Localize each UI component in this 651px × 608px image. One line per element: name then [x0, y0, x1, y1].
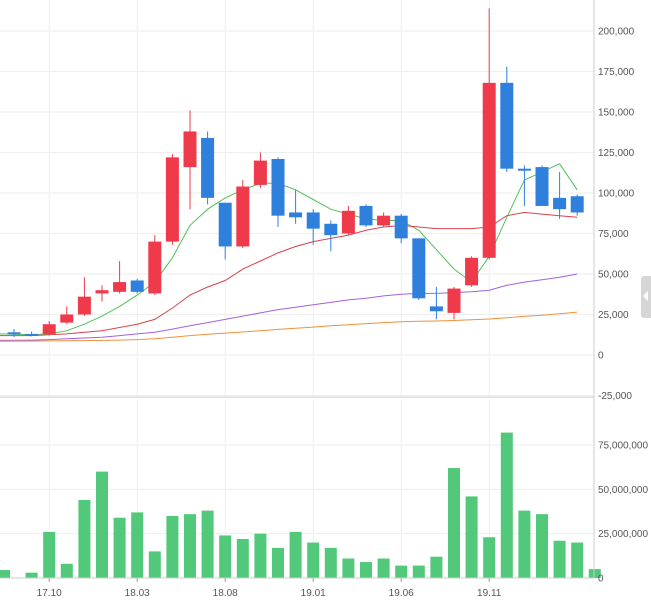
volume-bar: [553, 540, 566, 578]
candle-body: [60, 314, 74, 323]
volume-bar: [324, 547, 337, 578]
candle-body: [394, 215, 408, 239]
price-tick-label: 0: [598, 351, 604, 362]
volume-bar: [60, 563, 73, 578]
side-panel-toggle-button[interactable]: [641, 276, 651, 318]
candle-body: [183, 131, 197, 168]
candle-body: [25, 333, 39, 336]
candle-body: [113, 282, 127, 292]
chevron-left-icon: [643, 291, 648, 301]
candle-body: [201, 137, 215, 198]
price-tick-label: 100,000: [598, 189, 635, 200]
volume-bar: [272, 547, 284, 578]
volume-bar: [307, 542, 320, 578]
candle-body: [482, 82, 496, 258]
price-tick-label: 25,000: [598, 310, 629, 321]
volume-bar: [201, 510, 214, 578]
volume-bar: [43, 531, 56, 578]
x-tick-label: 19.01: [301, 588, 326, 599]
candle-body: [553, 197, 567, 210]
x-tick-label: 19.11: [477, 588, 502, 599]
candle-body: [148, 241, 162, 294]
volume-bar: [571, 542, 584, 578]
candle-body: [500, 82, 514, 169]
candle-body: [253, 160, 267, 185]
candle-body: [306, 212, 320, 229]
candle-body: [377, 215, 391, 226]
volume-tick-label: 25,000,000: [598, 529, 648, 540]
volume-bar: [588, 569, 601, 578]
candle-body: [165, 157, 179, 242]
volume-bar: [483, 537, 496, 578]
candle-body: [341, 210, 355, 234]
volume-bar: [254, 533, 267, 578]
volume-bar: [25, 572, 38, 578]
volume-bar: [219, 535, 232, 578]
candle-body: [218, 202, 232, 247]
candle-body: [289, 212, 303, 218]
volume-bar: [360, 562, 372, 578]
price-tick-label: 50,000: [598, 270, 629, 281]
candle-body: [130, 280, 144, 292]
volume-bar: [289, 531, 302, 578]
candle-body: [535, 167, 549, 206]
volume-tick-label: 0: [598, 574, 604, 585]
price-tick-label: 175,000: [598, 67, 635, 78]
volume-bar: [518, 510, 531, 578]
candlesticks: [7, 8, 584, 338]
candle-body: [324, 223, 338, 236]
volume-bars: [0, 432, 601, 578]
candle-body: [447, 288, 461, 313]
candle-body: [412, 238, 426, 299]
volume-bar: [465, 496, 478, 578]
volume-bar: [412, 565, 425, 578]
candle-body: [359, 205, 373, 226]
volume-bar: [342, 558, 355, 578]
x-tick-label: 18.08: [213, 588, 238, 599]
candle-body: [95, 290, 109, 294]
price-tick-label: 200,000: [598, 27, 635, 38]
volume-bar: [166, 515, 179, 578]
volume-bar: [113, 517, 126, 578]
volume-bar: [448, 468, 460, 578]
volume-bar: [78, 499, 91, 578]
volume-bar: [0, 570, 10, 578]
x-tick-label: 18.03: [125, 588, 150, 599]
candle-body: [42, 324, 56, 334]
candle-body: [570, 196, 584, 213]
volume-tick-label: 50,000,000: [598, 485, 648, 496]
x-tick-label: 19.06: [389, 588, 414, 599]
volume-bar: [184, 514, 196, 578]
volume-bar: [500, 432, 513, 578]
price-tick-label: 150,000: [598, 108, 635, 119]
volume-bar: [236, 538, 249, 578]
price-tick-label: 75,000: [598, 229, 629, 240]
volume-bar: [377, 558, 390, 578]
candle-body: [271, 158, 285, 216]
candle-body: [429, 306, 443, 312]
candle-body: [77, 296, 91, 315]
candle-body: [517, 168, 531, 171]
candle-body: [236, 186, 250, 247]
volume-bar: [395, 565, 408, 578]
price-tick-label: 125,000: [598, 148, 635, 159]
volume-tick-label: 75,000,000: [598, 441, 648, 452]
candle-body: [7, 332, 21, 335]
price-tick-label: -25,000: [598, 391, 632, 402]
volume-bar: [96, 471, 108, 578]
volume-bar: [430, 556, 443, 578]
moving-average-line: [0, 311, 578, 342]
moving-average-line: [0, 273, 578, 341]
volume-bar: [148, 551, 161, 578]
candle-body: [465, 257, 479, 286]
x-tick-label: 17.10: [37, 588, 62, 599]
volume-bar: [131, 512, 144, 578]
volume-bar: [536, 514, 548, 578]
